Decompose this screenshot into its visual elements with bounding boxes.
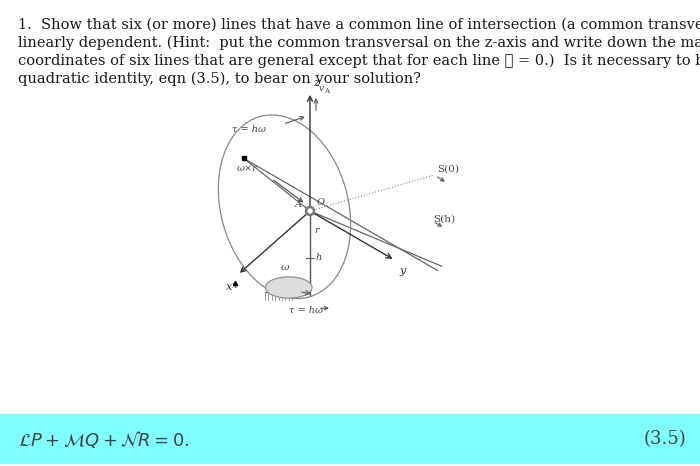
Text: linearly dependent. (Hint:  put the common transversal on the z-axis and write d: linearly dependent. (Hint: put the commo… — [18, 36, 700, 50]
Text: O: O — [317, 198, 325, 207]
Text: τ = hω: τ = hω — [288, 306, 323, 315]
Text: quadratic identity, eqn (3.5), to bear on your solution?: quadratic identity, eqn (3.5), to bear o… — [18, 72, 421, 86]
Text: τ = hω: τ = hω — [232, 124, 266, 133]
Text: A: A — [295, 200, 302, 209]
Text: A: A — [324, 87, 329, 95]
Circle shape — [305, 206, 314, 215]
Text: v: v — [319, 84, 324, 93]
Text: ω×r: ω×r — [237, 164, 258, 173]
Text: z: z — [313, 78, 319, 88]
Circle shape — [308, 209, 312, 213]
Text: 1.  Show that six (or more) lines that have a common line of intersection (a com: 1. Show that six (or more) lines that ha… — [18, 18, 700, 32]
Ellipse shape — [265, 277, 312, 298]
Text: (3.5): (3.5) — [643, 430, 686, 448]
Text: y: y — [399, 266, 405, 276]
Text: coordinates of six lines that are general except that for each line ℛ = 0.)  Is : coordinates of six lines that are genera… — [18, 54, 700, 69]
Text: S(h): S(h) — [433, 215, 455, 224]
Text: ω: ω — [280, 263, 288, 272]
Text: h: h — [316, 253, 322, 262]
Text: $\mathcal{L}P + \mathcal{M}Q + \mathcal{N}R = 0.$: $\mathcal{L}P + \mathcal{M}Q + \mathcal{… — [18, 429, 190, 450]
Text: x: x — [232, 281, 238, 290]
Bar — [0, 414, 700, 464]
Text: S(0): S(0) — [438, 164, 459, 173]
Text: x: x — [225, 281, 232, 292]
Text: r: r — [314, 226, 318, 235]
